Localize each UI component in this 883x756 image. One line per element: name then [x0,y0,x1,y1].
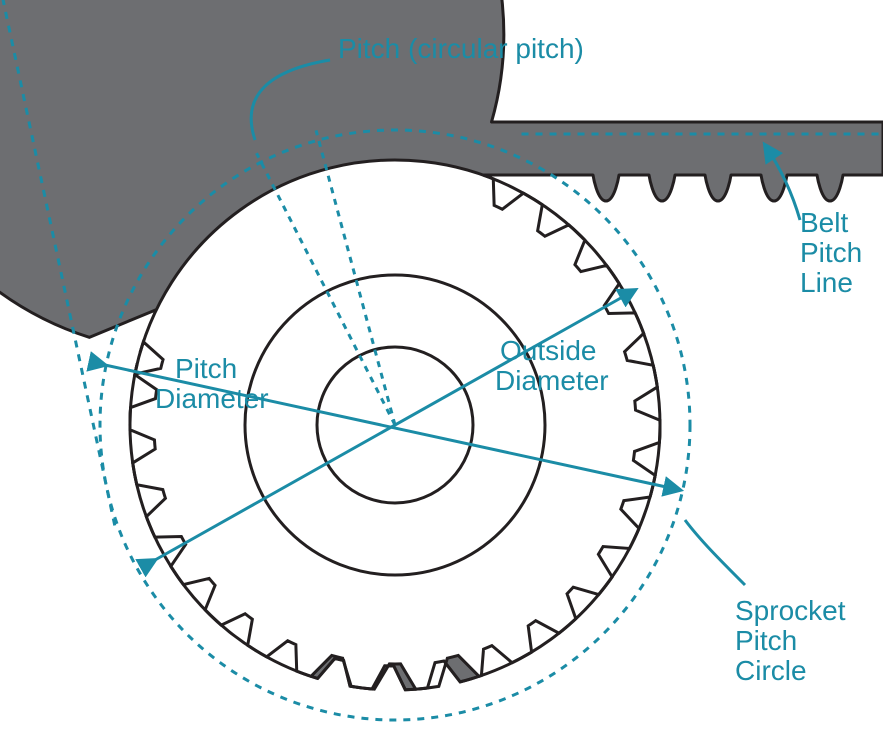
sprocket-pitch-circle-leader [685,520,745,585]
label-outside_diameter_1: Outside [500,335,597,366]
label-pitch_diameter_2: Diameter [155,383,269,414]
sprocket-diagram: Pitch (circular pitch)PitchDiameterOutsi… [0,0,883,756]
label-outside_diameter_2: Diameter [495,365,609,396]
label-pitch: Pitch (circular pitch) [338,33,584,64]
label-sprocket_pitch_circle_3: Circle [735,655,807,686]
label-belt_pitch_line_3: Line [800,267,853,298]
label-sprocket_pitch_circle_1: Sprocket [735,595,846,626]
label-belt_pitch_line_1: Belt [800,207,848,238]
label-belt_pitch_line_2: Pitch [800,237,862,268]
label-pitch_diameter_1: Pitch [175,353,237,384]
label-sprocket_pitch_circle_2: Pitch [735,625,797,656]
